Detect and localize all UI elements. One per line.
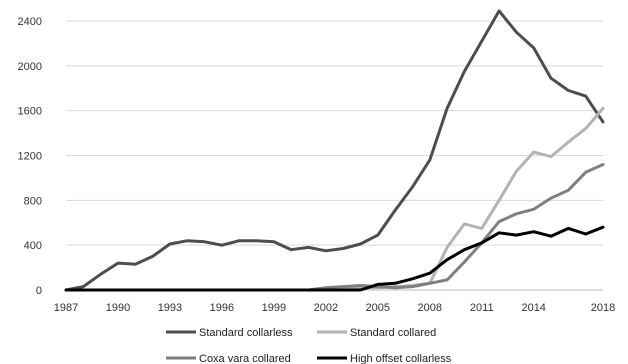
y-tick-label: 1200 xyxy=(18,151,42,163)
x-tick-label: 2014 xyxy=(521,302,545,314)
x-tick-label: 1990 xyxy=(106,302,130,314)
legend-item-standard-collared: Standard collared xyxy=(317,327,436,339)
legend-label: High offset collarless xyxy=(350,353,452,364)
x-tick-label: 2018 xyxy=(591,302,615,314)
legend-label: Standard collarless xyxy=(199,327,293,339)
y-tick-label: 800 xyxy=(24,195,42,207)
y-tick-label: 1600 xyxy=(18,106,42,118)
series-line-high-offset-collarless xyxy=(64,225,605,292)
x-tick-label: 2011 xyxy=(470,302,494,314)
x-tick-label: 1993 xyxy=(158,302,182,314)
x-tick-label: 1996 xyxy=(210,302,234,314)
legend-item-high-offset-collarless: High offset collarless xyxy=(317,353,452,364)
y-tick-label: 2000 xyxy=(18,61,42,73)
x-axis-tick-labels: 1987 1990 1993 1996 1999 2002 2005 2008 2011 2014… xyxy=(54,302,615,314)
legend-label: Coxa vara collared xyxy=(199,353,291,364)
x-tick-label: 2005 xyxy=(366,302,390,314)
legend: Standard collarless Standard collared Coxa… xyxy=(166,327,452,364)
gridlines xyxy=(66,20,603,246)
series-line-standard-collared xyxy=(64,106,605,292)
x-tick-label: 2008 xyxy=(418,302,442,314)
series-line-coxa-vara-collared xyxy=(64,163,605,292)
legend-item-standard-collarless: Standard collarless xyxy=(166,327,293,339)
x-tick-label: 2002 xyxy=(314,302,338,314)
y-tick-label: 0 xyxy=(36,285,42,297)
series-line-standard-collarless xyxy=(64,9,605,292)
series-lines xyxy=(64,9,605,292)
y-tick-label: 400 xyxy=(24,240,42,252)
legend-label: Standard collared xyxy=(350,327,436,339)
y-tick-label: 2400 xyxy=(18,16,42,28)
y-axis-tick-labels: 0 400 800 1200 1600 2000 2400 xyxy=(18,16,42,297)
x-tick-label: 1999 xyxy=(262,302,286,314)
legend-item-coxa-vara-collared: Coxa vara collared xyxy=(166,353,291,364)
x-tick-label: 1987 xyxy=(54,302,78,314)
